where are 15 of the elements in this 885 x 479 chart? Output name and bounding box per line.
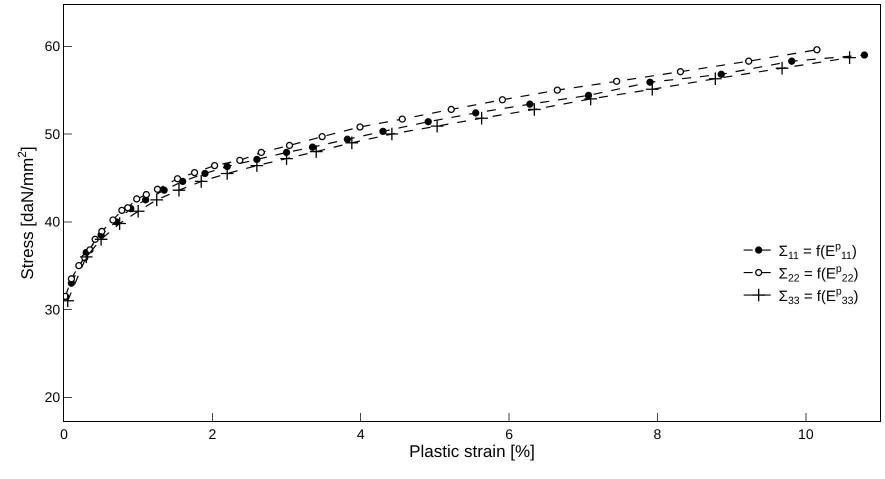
- legend-label: Σ$_{33}$ = f(E$^{p}$$_{33}$): [778, 286, 858, 308]
- y-tick-label: 50: [44, 126, 60, 142]
- x-tick-label: 8: [654, 426, 662, 442]
- legend-label: Σ$_{22}$ = f(E$^{p}$$_{22}$): [778, 263, 858, 285]
- y-tick-label: 30: [44, 301, 60, 318]
- legend-label: Σ$_{11}$ = f(E$^{p}$$_{11}$): [778, 240, 857, 262]
- y-tick-label: 40: [44, 214, 60, 230]
- x-tick-label: 2: [208, 426, 216, 442]
- x-tick-label: 0: [60, 426, 68, 442]
- x-tick-label: 4: [356, 426, 365, 442]
- y-tick-label: 60: [44, 38, 60, 54]
- x-tick-label: 6: [505, 426, 514, 442]
- y-tick-label: 20: [44, 389, 60, 406]
- x-axis-title: Plastic strain [%]: [409, 442, 535, 462]
- x-tick-label: 10: [798, 426, 814, 442]
